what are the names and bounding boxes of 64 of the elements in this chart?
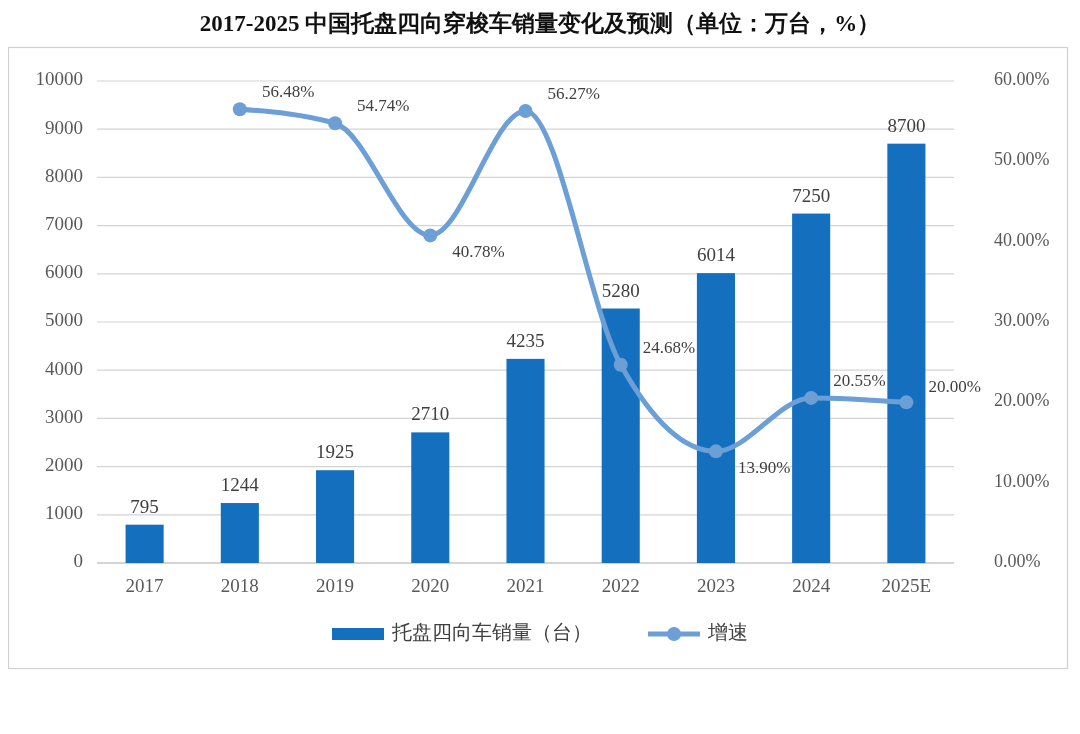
data-label: 20.00%	[928, 377, 981, 397]
y2-tick-label: 10.00%	[994, 470, 1050, 491]
data-label: 795	[130, 495, 159, 517]
x-tick-label: 2020	[411, 575, 450, 597]
data-label: 40.78%	[452, 242, 505, 262]
y2-tick-label: 20.00%	[994, 390, 1050, 411]
x-tick-label: 2023	[696, 575, 735, 597]
point	[708, 444, 723, 459]
bar	[506, 358, 545, 563]
y-tick-label: 2000	[45, 453, 83, 475]
point	[518, 103, 533, 118]
point	[804, 390, 819, 405]
data-label: 20.55%	[833, 370, 886, 390]
y-tick-label: 10000	[35, 68, 83, 90]
legend-label: 增速	[707, 620, 748, 643]
bar	[411, 432, 450, 563]
point	[328, 116, 343, 131]
y-tick-label: 7000	[45, 212, 83, 234]
y2-tick-label: 50.00%	[994, 149, 1050, 170]
y2-tick-label: 60.00%	[994, 69, 1050, 90]
data-label: 6014	[696, 244, 736, 266]
x-tick-label: 2017	[125, 575, 164, 597]
data-label: 56.48%	[261, 82, 315, 102]
y2-tick-label: 40.00%	[994, 229, 1050, 250]
y-tick-label: 9000	[45, 116, 83, 138]
x-tick-label: 2022	[601, 575, 640, 597]
bar	[125, 524, 164, 563]
data-label: 1244	[220, 474, 260, 496]
bar	[316, 470, 355, 563]
x-tick-label: 2019	[316, 575, 355, 597]
y2-tick-label: 30.00%	[994, 310, 1050, 331]
bar	[220, 503, 259, 563]
data-label: 2710	[411, 403, 450, 425]
data-label: 1925	[316, 441, 355, 463]
data-label: 24.68%	[642, 337, 696, 357]
y-tick-label: 3000	[45, 405, 83, 427]
chart-title: 2017-2025 中国托盘四向穿梭车销量变化及预测（单位：万台，%）	[199, 10, 881, 36]
y-tick-label: 5000	[45, 309, 83, 331]
y-tick-label: 0	[73, 550, 83, 572]
data-label: 5280	[601, 279, 640, 301]
bar	[601, 308, 640, 563]
y-tick-label: 1000	[45, 502, 83, 524]
data-label: 54.74%	[357, 96, 410, 116]
data-label: 8700	[887, 114, 926, 136]
point	[613, 357, 628, 372]
x-tick-label: 2021	[506, 575, 545, 597]
bar	[696, 273, 735, 563]
point	[232, 102, 247, 117]
x-tick-label: 2024	[792, 575, 831, 597]
data-label: 4235	[506, 329, 545, 351]
y-tick-label: 6000	[45, 261, 83, 283]
bar	[792, 213, 831, 563]
data-label: 7250	[792, 184, 831, 206]
point	[423, 228, 438, 243]
x-tick-label: 2025E	[881, 575, 932, 597]
y-tick-label: 8000	[45, 164, 83, 186]
bar	[887, 143, 926, 563]
data-label: 13.90%	[737, 458, 791, 478]
legend-label: 托盘四向车销量（台）	[391, 620, 592, 643]
y2-tick-label: 0.00%	[994, 551, 1041, 572]
x-tick-label: 2018	[220, 575, 259, 597]
y-tick-label: 4000	[45, 357, 83, 379]
data-label: 56.27%	[547, 83, 600, 103]
point	[899, 395, 914, 410]
